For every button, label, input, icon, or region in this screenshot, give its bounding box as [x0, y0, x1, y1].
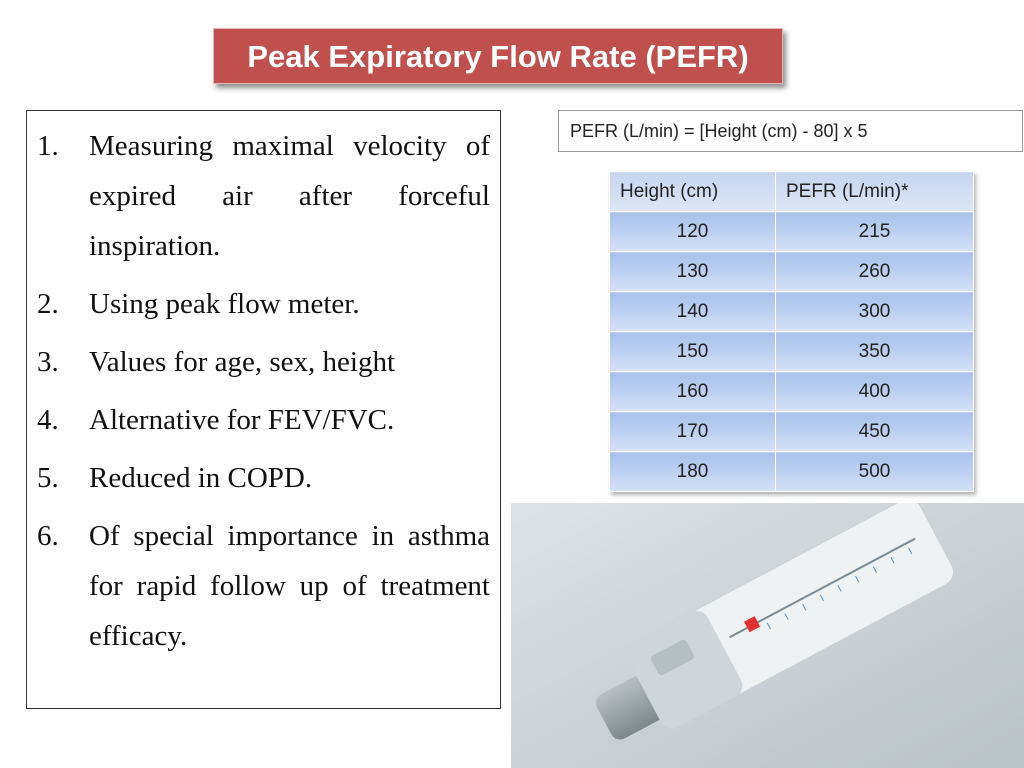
column-header: Height (cm)	[609, 171, 776, 212]
item-text: Of special importance in asthma for rapi…	[89, 520, 490, 652]
bullet-box: 1. Measuring maximal velocity of expired …	[26, 110, 501, 709]
table-cell: 350	[775, 331, 974, 372]
table-row: 120 215	[609, 211, 974, 252]
item-number: 2.	[37, 288, 59, 320]
item-text: Reduced in COPD.	[89, 462, 313, 494]
item-number: 4.	[37, 404, 59, 436]
item-text: Values for age, sex, height	[89, 346, 396, 378]
table-cell: 500	[775, 451, 974, 492]
list-item: 6. Of special importance in asthma for ra…	[37, 511, 490, 661]
item-number: 5.	[37, 462, 59, 494]
table-cell: 300	[775, 291, 974, 332]
list-item: 2. Using peak flow meter.	[37, 279, 490, 329]
item-number: 3.	[37, 346, 59, 378]
table-cell: 400	[775, 371, 974, 412]
table-cell: 180	[609, 451, 776, 492]
list-item: 3. Values for age, sex, height	[37, 337, 490, 387]
table-cell: 140	[609, 291, 776, 332]
list-item: 1. Measuring maximal velocity of expired …	[37, 121, 490, 271]
item-text: Using peak flow meter.	[89, 288, 360, 320]
table-cell: 215	[775, 211, 974, 252]
list-item: 4. Alternative for FEV/FVC.	[37, 395, 490, 445]
table-row: 130 260	[609, 251, 974, 292]
slide-title: Peak Expiratory Flow Rate (PEFR)	[213, 28, 783, 84]
peak-flow-meter-photo	[511, 503, 1024, 768]
formula-box: PEFR (L/min) = [Height (cm) - 80] x 5	[558, 110, 1023, 152]
table-body: 120 215 130 260 140 300 150 350 160 400 170 450 180 5…	[609, 211, 974, 492]
table-row: 170 450	[609, 411, 974, 452]
list-item: 5. Reduced in COPD.	[37, 453, 490, 503]
pefr-table: Height (cm) PEFR (L/min)* 120 215 130 260 140 3…	[609, 171, 974, 492]
table-row: 150 350	[609, 331, 974, 372]
item-number: 6.	[37, 520, 59, 552]
table-cell: 450	[775, 411, 974, 452]
table-cell: 160	[609, 371, 776, 412]
item-text: Alternative for FEV/FVC.	[89, 404, 395, 436]
item-text: Measuring maximal velocity of expired ai…	[89, 130, 490, 262]
table-row: 140 300	[609, 291, 974, 332]
header-row: Height (cm) PEFR (L/min)*	[609, 171, 974, 212]
table-cell: 150	[609, 331, 776, 372]
table-row: 160 400	[609, 371, 974, 412]
item-number: 1.	[37, 130, 59, 162]
table-cell: 260	[775, 251, 974, 292]
table-cell: 130	[609, 251, 776, 292]
table-row: 180 500	[609, 451, 974, 492]
table-cell: 120	[609, 211, 776, 252]
column-header: PEFR (L/min)*	[775, 171, 974, 212]
table-cell: 170	[609, 411, 776, 452]
